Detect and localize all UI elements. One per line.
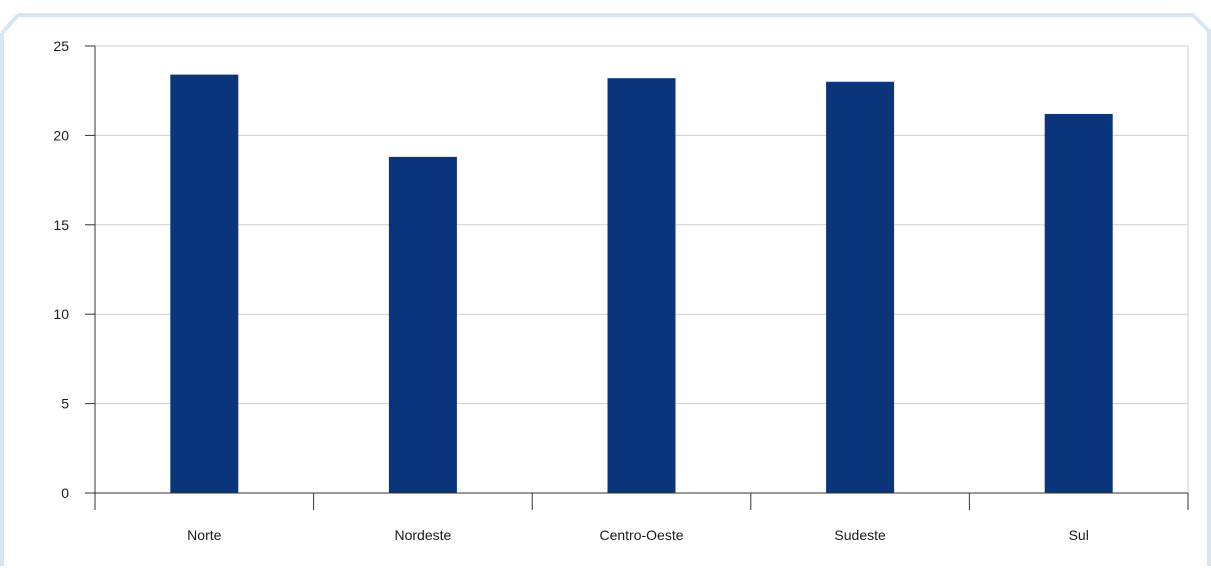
x-tick-label: Centro-Oeste — [599, 527, 683, 543]
bar-sudeste — [826, 81, 895, 493]
y-tick-label: 20 — [53, 127, 69, 143]
bar-centro-oeste — [607, 78, 676, 494]
chart-border-frame — [0, 13, 1211, 566]
x-tick-label: Sudeste — [834, 527, 886, 543]
y-tick-label: 5 — [61, 396, 69, 412]
y-tick-label: 25 — [53, 38, 69, 54]
bar-norte — [170, 74, 239, 493]
x-tick-labels: Norte Nordeste Centro-Oeste Sudeste Sul — [187, 527, 1089, 543]
x-tick-label: Sul — [1069, 527, 1089, 543]
bar-nordeste — [388, 156, 457, 493]
y-tick-label: 0 — [61, 485, 69, 501]
y-tick-labels: 0 5 10 15 20 25 — [53, 38, 69, 501]
bars — [170, 74, 1113, 494]
x-tick-label: Nordeste — [394, 527, 451, 543]
axes — [85, 45, 1189, 510]
bar-sul — [1044, 113, 1113, 493]
y-tick-label: 15 — [53, 217, 69, 233]
x-tick-label: Norte — [187, 527, 221, 543]
y-tick-label: 10 — [53, 306, 69, 322]
